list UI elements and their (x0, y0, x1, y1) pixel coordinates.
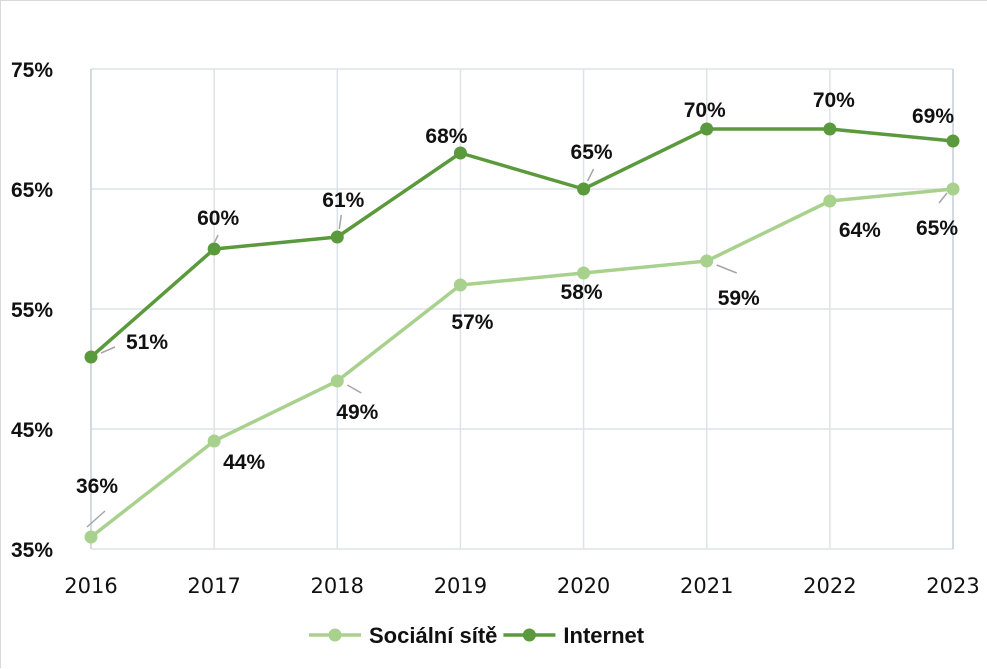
x-tick-label-0: 2016 (64, 574, 117, 598)
data-point-internet-2022 (823, 122, 837, 136)
data-point-social-2020 (577, 266, 591, 280)
legend: Sociální sítě Internet (309, 623, 645, 648)
data-point-internet-2019 (453, 146, 467, 160)
leader-line-internet-2020 (586, 168, 595, 182)
x-tick-label-6: 2022 (803, 574, 856, 598)
data-point-social-2019 (453, 278, 467, 292)
data-label-internet-2018: 61% (322, 189, 364, 212)
x-tick-label-1: 2017 (187, 574, 240, 598)
leader-line-internet-2017 (213, 234, 219, 244)
data-label-social-2021: 59% (718, 287, 760, 310)
data-point-internet-2020 (577, 182, 591, 196)
leader-line-internet-2016 (100, 346, 116, 354)
data-point-social-2017 (207, 434, 221, 448)
legend-label-internet: Internet (563, 623, 644, 648)
data-label-social-2023: 65% (916, 217, 958, 240)
y-tick-label-4: 75% (11, 59, 53, 82)
leader-line-social-2021 (716, 264, 737, 274)
series-layer (84, 122, 960, 544)
gridlines (90, 68, 954, 550)
leader-line-social-2016 (86, 510, 106, 528)
x-tick-label-7: 2023 (926, 574, 979, 598)
data-label-internet-2023: 69% (912, 105, 954, 128)
data-label-internet-2017: 60% (197, 207, 239, 230)
legend-swatch-marker-social (328, 628, 342, 642)
data-point-social-2016 (84, 530, 98, 544)
x-tick-label-3: 2019 (434, 574, 487, 598)
x-axis-ticks: 2016 2017 2018 2019 2020 2021 2022 2023 (64, 574, 979, 598)
data-label-social-2019: 57% (451, 311, 493, 334)
legend-swatch-marker-internet (522, 628, 536, 642)
y-tick-label-3: 65% (11, 179, 53, 202)
series-line-internet (89, 127, 954, 359)
leader-line-internet-2018 (338, 214, 343, 230)
data-label-social-2020: 58% (561, 281, 603, 304)
data-point-internet-2018 (330, 230, 344, 244)
data-point-social-2022 (823, 194, 837, 208)
data-label-internet-2021: 70% (684, 99, 726, 122)
y-tick-label-2: 55% (11, 299, 53, 322)
series-line-social (89, 187, 954, 539)
x-tick-label-5: 2021 (680, 574, 733, 598)
data-point-social-2023 (946, 182, 960, 196)
y-axis-ticks: 35% 45% 55% 65% 75% (11, 59, 53, 562)
data-point-social-2021 (700, 254, 714, 268)
data-label-internet-2020: 65% (571, 141, 613, 164)
data-label-internet-2022: 70% (813, 89, 855, 112)
data-point-social-2018 (330, 374, 344, 388)
data-label-social-2017: 44% (223, 451, 265, 474)
data-point-internet-2023 (946, 134, 960, 148)
y-tick-label-1: 45% (11, 419, 53, 442)
data-labels: 36% 44% 49% 57% 58% 59% 64% 65% 51% 60% 61% 68% 65% 7… (76, 89, 958, 528)
data-label-internet-2016: 51% (126, 331, 168, 354)
data-label-social-2016: 36% (76, 475, 118, 498)
data-label-social-2022: 64% (839, 219, 881, 242)
leader-line-social-2023 (938, 192, 948, 204)
data-point-internet-2016 (84, 350, 98, 364)
legend-label-social: Sociální sítě (369, 623, 497, 648)
data-label-internet-2019: 68% (425, 125, 467, 148)
x-tick-label-2: 2018 (311, 574, 364, 598)
data-label-social-2018: 49% (336, 401, 378, 424)
x-tick-label-4: 2020 (557, 574, 610, 598)
data-point-internet-2017 (207, 242, 221, 256)
leader-line-social-2018 (346, 384, 362, 394)
data-point-internet-2021 (700, 122, 714, 136)
y-tick-label-0: 35% (11, 539, 53, 562)
